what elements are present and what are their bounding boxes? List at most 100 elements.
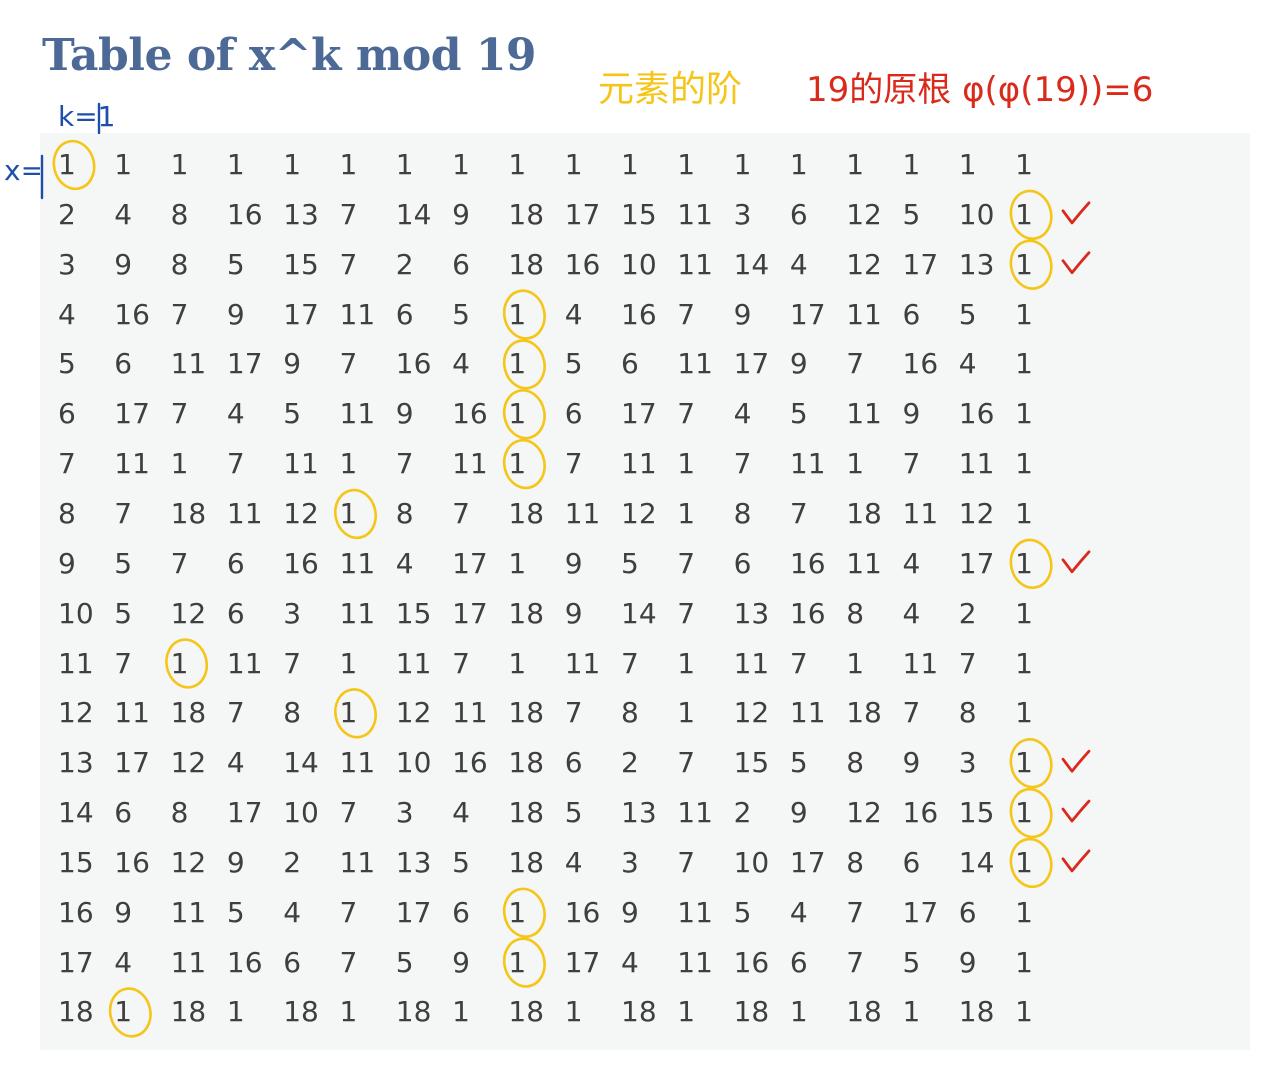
table-cell: 2	[733, 796, 752, 830]
table-cell: 17	[452, 596, 488, 630]
table-cell: 7	[789, 496, 808, 530]
table-cell: 6	[733, 546, 752, 580]
table-cell: 1	[508, 397, 527, 431]
table-cell: 4	[789, 895, 808, 929]
table-cell: 6	[452, 895, 470, 929]
table-cell: 12	[846, 247, 882, 281]
table-cell: 7	[339, 197, 358, 231]
table-cell: 8	[170, 197, 189, 231]
table-cell: 6	[958, 895, 977, 929]
table-cell: 9	[58, 546, 76, 580]
table-cell: 4	[789, 247, 808, 281]
table-cell: 1	[1015, 247, 1033, 281]
table-cell: 1	[1015, 646, 1033, 680]
table-cell: 11	[339, 546, 376, 580]
table-cell: 10	[283, 796, 319, 830]
table-cell: 9	[226, 297, 245, 331]
table-cell: 12	[170, 845, 207, 879]
table-cell: 18	[621, 995, 657, 1029]
table-cell: 6	[621, 347, 639, 381]
table-cell: 4	[226, 746, 245, 780]
table-cell: 11	[677, 945, 713, 979]
table-cell: 3	[58, 247, 76, 281]
table-cell: 6	[789, 945, 808, 979]
table-cell: 11	[846, 397, 882, 431]
table-cell: 16	[452, 746, 488, 780]
table-cell: 4	[283, 895, 302, 929]
table-cell: 5	[395, 945, 414, 979]
table-cell: 4	[564, 845, 583, 879]
table-cell: 4	[621, 945, 639, 979]
table-cell: 11	[170, 347, 207, 381]
table-cell: 17	[564, 197, 601, 231]
table-cell: 4	[452, 796, 470, 830]
table-cell: 9	[395, 397, 414, 431]
table-cell: 12	[170, 746, 207, 780]
table-cell: 5	[114, 596, 133, 630]
table-cell: 7	[564, 696, 583, 730]
table-cell: 16	[58, 895, 94, 929]
table-cell: 10	[733, 845, 770, 879]
table-cell: 11	[226, 646, 263, 680]
table-cell: 1	[789, 995, 808, 1029]
table-cell: 1	[1015, 596, 1033, 630]
table-cell: 17	[733, 347, 770, 381]
table-cell: 1	[677, 696, 696, 730]
table-cell: 11	[958, 447, 995, 481]
table-cell: 16	[789, 546, 826, 580]
table-cell: 7	[677, 397, 696, 431]
table-cell: 16	[226, 197, 263, 231]
table-cell: 7	[677, 746, 696, 780]
table-cell: 1	[1015, 895, 1033, 929]
table-cell: 15	[733, 746, 770, 780]
table-cell: 1	[958, 148, 977, 181]
table-cell: 7	[170, 546, 189, 580]
table-cell: 5	[452, 845, 470, 879]
table-cell: 15	[283, 247, 319, 281]
table-cell: 6	[395, 297, 414, 331]
table-cell: 1	[339, 646, 358, 680]
table-cell: 9	[789, 347, 808, 381]
table-cell: 10	[58, 596, 94, 630]
table-cell: 11	[733, 646, 770, 680]
table-cell: 7	[170, 397, 189, 431]
table-cell: 10	[958, 197, 995, 231]
table-cell: 7	[452, 496, 470, 530]
table-cell: 7	[339, 347, 358, 381]
table-cell: 1	[677, 646, 696, 680]
table-cell: 18	[508, 796, 545, 830]
table-cell: 11	[452, 447, 488, 481]
table-cell: 7	[677, 546, 696, 580]
table-cell: 7	[339, 895, 358, 929]
table-cell: 7	[902, 447, 921, 481]
table-cell: 7	[733, 447, 752, 481]
table-cell: 18	[508, 746, 545, 780]
table-cell: 11	[677, 895, 713, 929]
table-cell: 6	[226, 596, 245, 630]
table-cell: 7	[339, 796, 358, 830]
table-cell: 4	[58, 297, 76, 331]
table-cell: 11	[114, 696, 150, 730]
table-cell: 9	[733, 297, 752, 331]
table-cell: 11	[677, 347, 713, 381]
table-cell: 1	[508, 447, 527, 481]
table-cell: 10	[395, 746, 432, 780]
table-cell: 16	[902, 796, 939, 830]
table-cell: 11	[58, 646, 94, 680]
table-cell: 13	[283, 197, 319, 231]
table-cell: 11	[170, 945, 207, 979]
table-cell: 17	[564, 945, 601, 979]
table-cell: 12	[733, 696, 770, 730]
table-cell: 18	[170, 696, 207, 730]
table-cell: 1	[789, 148, 808, 181]
table-cell: 9	[114, 895, 133, 929]
table-cell: 12	[58, 696, 94, 730]
table-cell: 11	[564, 496, 601, 530]
table-cell: 7	[902, 696, 921, 730]
table-cell: 5	[452, 297, 470, 331]
table-cell: 11	[677, 247, 713, 281]
table-cell: 18	[170, 995, 207, 1029]
table-cell: 15	[395, 596, 432, 630]
table-cell: 17	[226, 796, 263, 830]
table-cell: 6	[114, 347, 133, 381]
